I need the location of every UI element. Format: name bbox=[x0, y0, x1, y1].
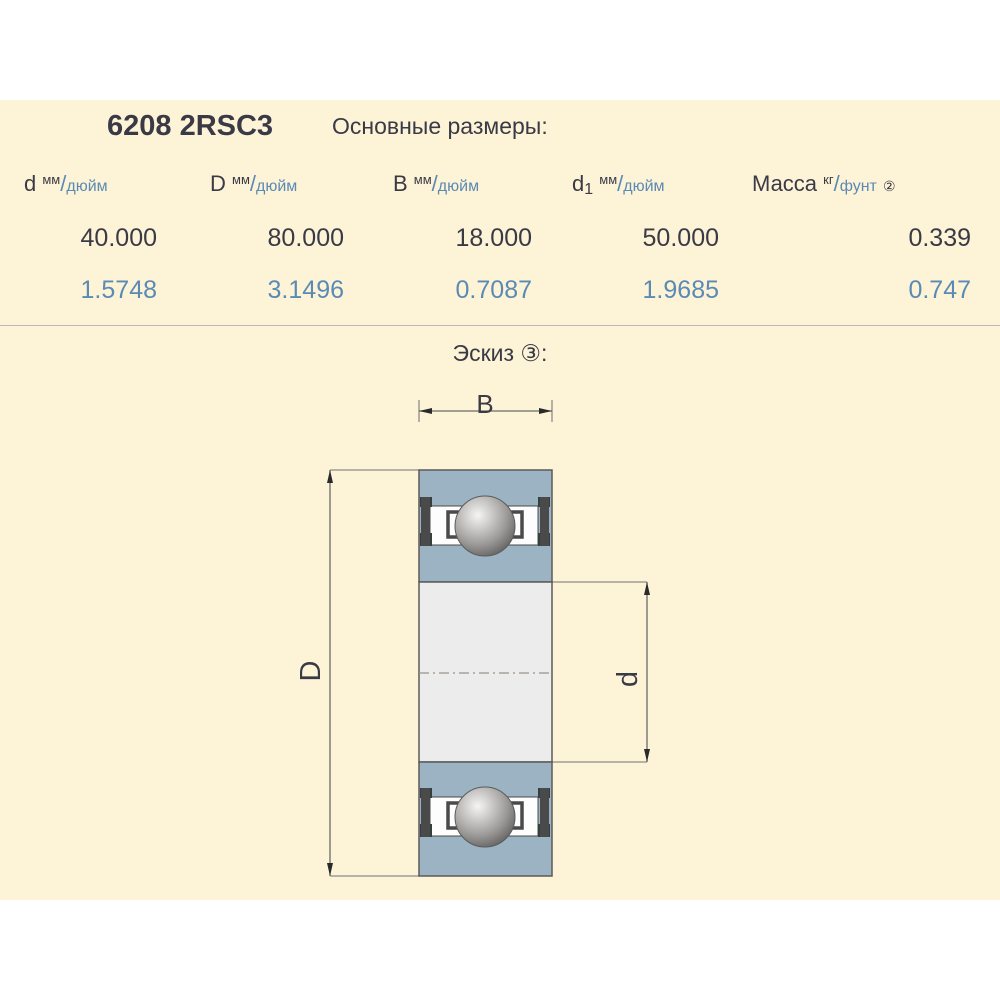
svg-text:B: B bbox=[476, 389, 493, 419]
svg-text:d: d bbox=[612, 671, 644, 687]
svg-text:D: D bbox=[295, 661, 327, 682]
